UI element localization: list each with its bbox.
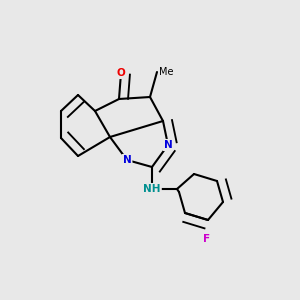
- Text: O: O: [117, 68, 125, 78]
- Text: Me: Me: [159, 67, 173, 77]
- Text: F: F: [203, 234, 211, 244]
- Text: N: N: [123, 155, 131, 165]
- Text: NH: NH: [143, 184, 161, 194]
- Text: N: N: [164, 140, 172, 150]
